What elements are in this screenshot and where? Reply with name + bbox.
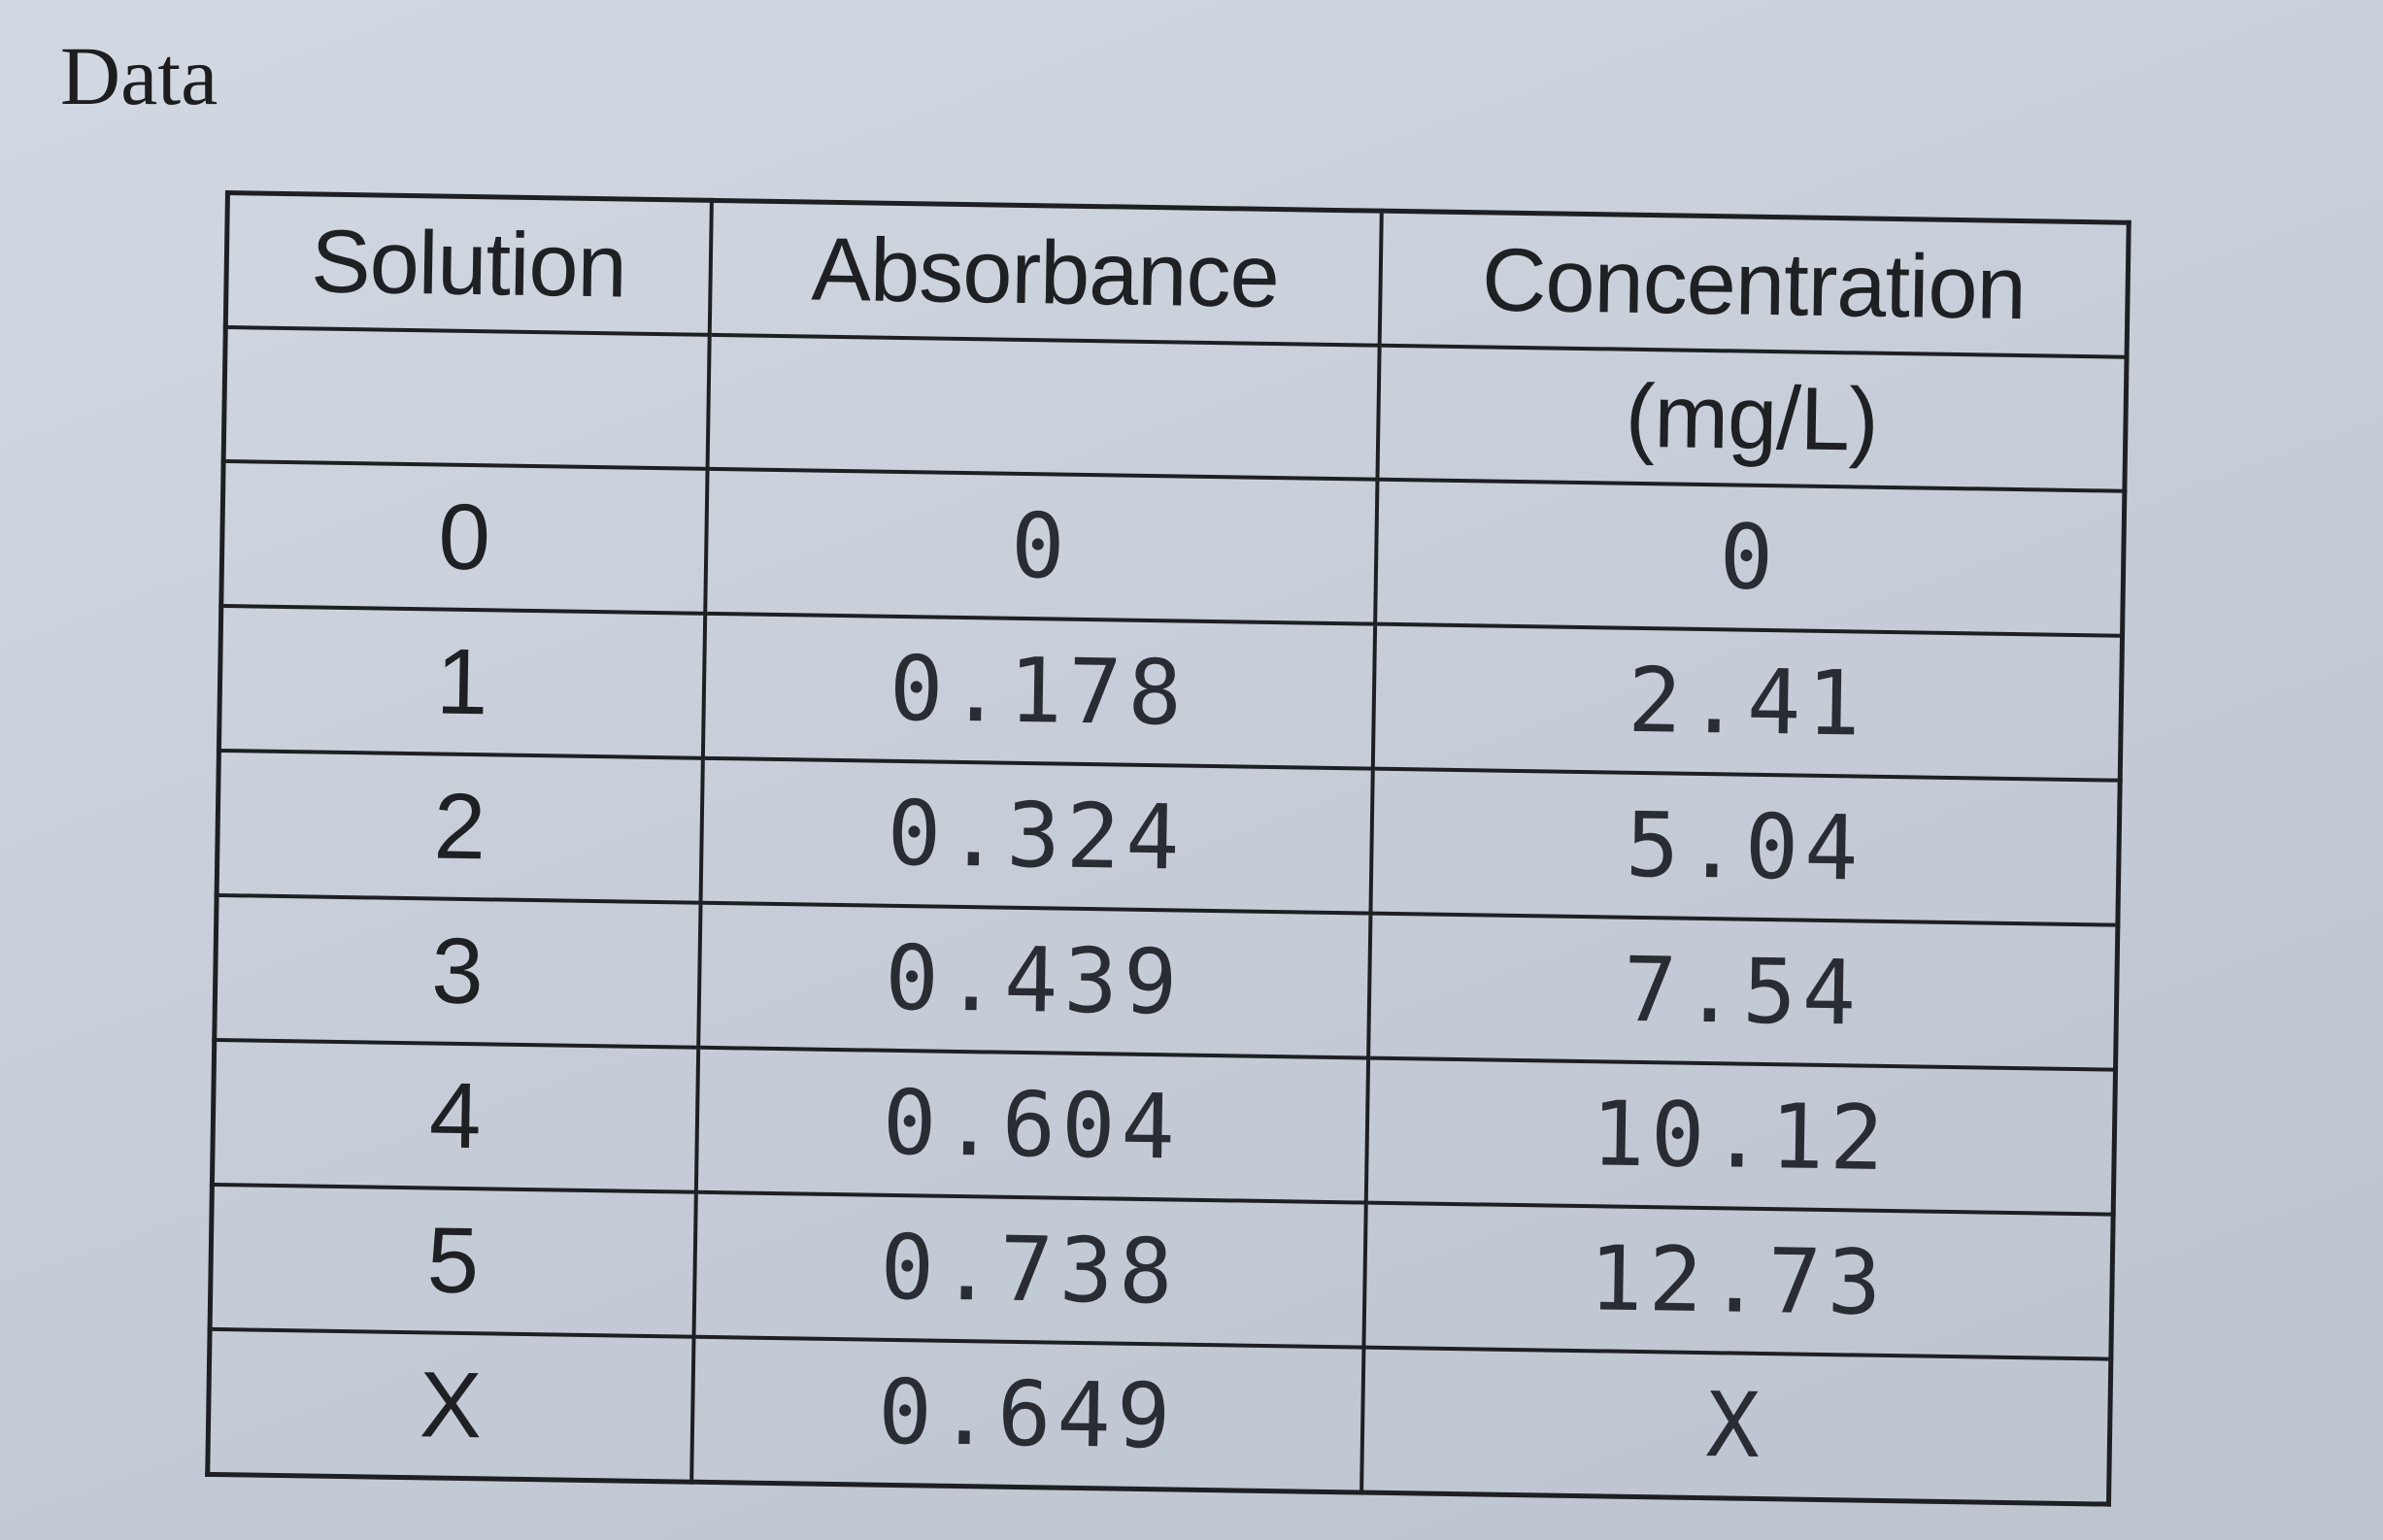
concentration-cell: 12.73 — [1362, 1202, 2114, 1359]
data-table: Solution Absorbance Concentration (mg/L)… — [205, 190, 2131, 1507]
column-header: Absorbance — [709, 200, 1382, 346]
concentration-cell: 2.41 — [1372, 623, 2123, 781]
concentration-cell: 0 — [1374, 479, 2125, 636]
absorbance-cell: 0.439 — [697, 902, 1370, 1058]
unit-header: (mg/L) — [1376, 345, 2128, 491]
data-row: X 0.649 X — [207, 1328, 2111, 1505]
title: Data — [60, 29, 218, 122]
solution-cell: 5 — [210, 1184, 696, 1337]
empty-cell — [223, 327, 710, 469]
concentration-cell: 7.54 — [1367, 913, 2118, 1070]
table-body: 0 0 0 1 0.178 2.41 2 0.324 5.04 3 0.439 7.54 4 0.604 1… — [207, 461, 2125, 1505]
absorbance-cell: 0.649 — [690, 1336, 1363, 1493]
column-header: Concentration — [1379, 211, 2130, 357]
concentration-cell: 5.04 — [1369, 768, 2121, 925]
column-header: Solution — [225, 192, 712, 335]
absorbance-cell: 0.324 — [700, 757, 1373, 914]
solution-cell: 1 — [218, 605, 705, 758]
concentration-cell: 10.12 — [1365, 1057, 2116, 1215]
solution-cell: X — [207, 1328, 694, 1483]
concentration-cell: X — [1360, 1347, 2111, 1505]
absorbance-cell: 0.604 — [695, 1047, 1368, 1203]
solution-cell: 4 — [212, 1039, 698, 1192]
solution-cell: 0 — [220, 461, 708, 614]
absorbance-cell: 0 — [704, 468, 1377, 624]
table-head: Solution Absorbance Concentration (mg/L) — [223, 192, 2130, 491]
empty-cell — [707, 334, 1380, 480]
absorbance-cell: 0.178 — [702, 613, 1375, 769]
solution-cell: 2 — [217, 750, 703, 903]
absorbance-cell: 0.738 — [693, 1191, 1366, 1348]
solution-cell: 3 — [214, 894, 701, 1048]
